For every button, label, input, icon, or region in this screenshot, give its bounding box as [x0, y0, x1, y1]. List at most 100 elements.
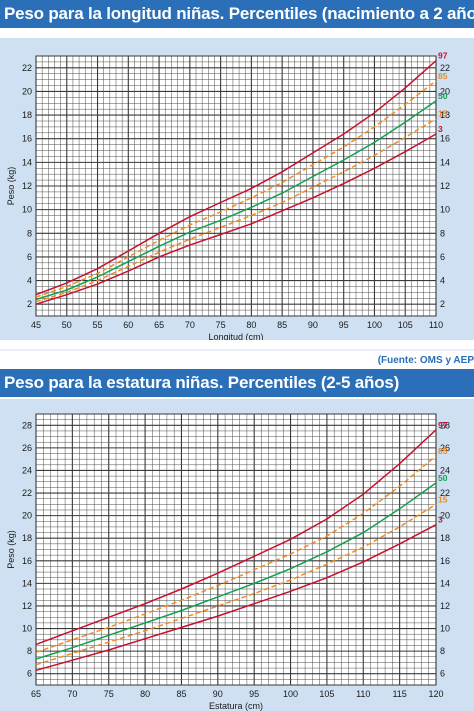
series-label-p3: 3 — [438, 124, 443, 134]
y-tick-label-right: 6 — [440, 252, 445, 262]
y-tick-label-right: 22 — [440, 488, 450, 498]
x-tick-label: 105 — [319, 689, 334, 699]
y-tick-label-right: 16 — [440, 556, 450, 566]
series-label-p97: 97 — [438, 51, 448, 61]
y-tick-label-left: 8 — [27, 228, 32, 238]
y-tick-label-right: 24 — [440, 465, 450, 475]
x-tick-label: 80 — [140, 689, 150, 699]
x-tick-label: 95 — [249, 689, 259, 699]
y-tick-label-left: 10 — [22, 205, 32, 215]
x-tick-label: 100 — [367, 320, 382, 330]
y-tick-label-left: 12 — [22, 181, 32, 191]
source-note: (Fuente: OMS y AEP — [377, 355, 474, 366]
y-tick-label-right: 14 — [440, 578, 450, 588]
series-label-p97: 97 — [438, 420, 448, 430]
y-tick-label-left: 10 — [22, 624, 32, 634]
series-label-p85: 85 — [438, 71, 448, 81]
y-axis-label: Peso (kg) — [6, 167, 16, 206]
x-tick-label: 80 — [246, 320, 256, 330]
series-line-p97 — [35, 429, 437, 646]
x-tick-label: 55 — [93, 320, 103, 330]
x-tick-label: 110 — [429, 320, 443, 330]
y-tick-label-left: 12 — [22, 601, 32, 611]
series-label-p3: 3 — [438, 515, 443, 525]
x-tick-label: 75 — [216, 320, 226, 330]
y-tick-label-right: 16 — [440, 134, 450, 144]
x-tick-label: 70 — [185, 320, 195, 330]
x-tick-label: 90 — [213, 689, 223, 699]
y-tick-label-left: 28 — [22, 420, 32, 430]
series-line-p15 — [35, 117, 437, 303]
y-tick-label-left: 22 — [22, 488, 32, 498]
series-line-p50 — [35, 100, 437, 301]
y-tick-label-left: 14 — [22, 157, 32, 167]
y-tick-label-right: 22 — [440, 63, 450, 73]
x-tick-label: 75 — [104, 689, 114, 699]
y-tick-label-left: 24 — [22, 465, 32, 475]
series-line-p3 — [35, 133, 437, 305]
x-tick-label: 115 — [392, 689, 406, 699]
y-tick-label-right: 8 — [440, 646, 445, 656]
y-tick-label-right: 28 — [440, 420, 450, 430]
y-tick-label-left: 6 — [27, 669, 32, 679]
y-tick-label-right: 12 — [440, 601, 450, 611]
y-tick-label-right: 12 — [440, 181, 450, 191]
series-line-p97 — [35, 60, 437, 296]
x-tick-label: 85 — [176, 689, 186, 699]
y-tick-label-left: 26 — [22, 443, 32, 453]
y-tick-label-right: 26 — [440, 443, 450, 453]
x-tick-label: 65 — [31, 689, 41, 699]
chart-panel-weight-length: Peso para la longitud niñas. Percentiles… — [0, 0, 474, 340]
x-tick-label: 95 — [339, 320, 349, 330]
y-tick-label-right: 14 — [440, 157, 450, 167]
y-tick-label-left: 16 — [22, 556, 32, 566]
y-tick-label-right: 20 — [440, 511, 450, 521]
y-tick-label-left: 6 — [27, 252, 32, 262]
series-label-p50: 50 — [438, 91, 448, 101]
series-label-p50: 50 — [438, 473, 448, 483]
x-tick-label: 70 — [67, 689, 77, 699]
y-tick-label-right: 10 — [440, 624, 450, 634]
x-tick-label: 100 — [283, 689, 298, 699]
x-tick-label: 90 — [308, 320, 318, 330]
series-label-p85: 85 — [438, 446, 448, 456]
x-tick-label: 45 — [31, 320, 41, 330]
y-axis-label: Peso (kg) — [6, 530, 16, 569]
chart-title: Peso para la estatura niñas. Percentiles… — [0, 369, 474, 397]
x-tick-label: 110 — [356, 689, 370, 699]
series-line-p3 — [35, 524, 437, 672]
x-axis-label: Estatura (cm) — [209, 701, 263, 711]
y-tick-label-left: 2 — [27, 299, 32, 309]
chart-weight-height: 65 70 75 80 85 90 95 100 105 110 115 120 6 6 8 8 10 10 12 1… — [6, 413, 450, 711]
y-tick-label-left: 20 — [22, 511, 32, 521]
y-tick-label-right: 18 — [440, 533, 450, 543]
y-tick-label-right: 2 — [440, 299, 445, 309]
y-tick-label-left: 8 — [27, 646, 32, 656]
y-tick-label-left: 14 — [22, 578, 32, 588]
series-line-p85 — [35, 80, 437, 298]
y-tick-label-left: 18 — [22, 533, 32, 543]
y-tick-label-right: 18 — [440, 110, 450, 120]
x-tick-label: 50 — [62, 320, 72, 330]
y-tick-label-right: 4 — [440, 276, 445, 286]
y-tick-label-right: 6 — [440, 669, 445, 679]
y-tick-label-left: 22 — [22, 63, 32, 73]
x-tick-label: 120 — [428, 689, 443, 699]
x-tick-label: 105 — [398, 320, 413, 330]
series-label-p15: 15 — [438, 109, 448, 119]
y-tick-label-right: 20 — [440, 86, 450, 96]
chart-title: Peso para la longitud niñas. Percentiles… — [0, 0, 474, 28]
chart-panel-weight-height: Peso para la estatura niñas. Percentiles… — [0, 369, 474, 711]
section-divider — [0, 349, 474, 351]
x-tick-label: 60 — [123, 320, 133, 330]
y-tick-label-left: 20 — [22, 86, 32, 96]
y-tick-label-right: 8 — [440, 228, 445, 238]
series-line-p50 — [35, 482, 437, 660]
series-label-p15: 15 — [438, 494, 448, 504]
y-tick-label-left: 4 — [27, 276, 32, 286]
y-tick-label-left: 18 — [22, 110, 32, 120]
series-line-p85 — [35, 455, 437, 654]
x-tick-label: 65 — [154, 320, 164, 330]
y-tick-label-right: 10 — [440, 205, 450, 215]
